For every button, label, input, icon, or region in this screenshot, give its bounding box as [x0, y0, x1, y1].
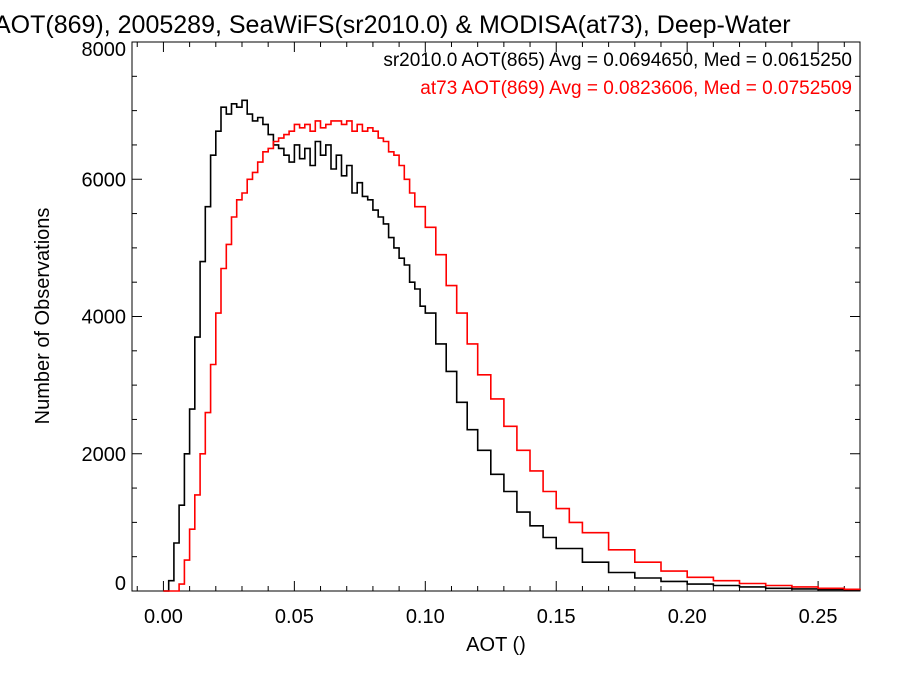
legend-entry-at73: at73 AOT(869) Avg = 0.0823606, Med = 0.0… [420, 78, 852, 99]
series-at73-histogram [163, 120, 861, 592]
axis-ticks [132, 41, 860, 592]
axis-tick-labels: 0.00 0.05 0.10 0.15 0.20 0.25 0 2000 4000 6000 800… [82, 39, 838, 628]
x-tick-label: 0.00 [144, 606, 183, 628]
y-tick-label: 0 [115, 573, 126, 595]
y-tick-label: 8000 [82, 39, 127, 61]
y-tick-label: 4000 [82, 307, 127, 329]
series-sr2010-histogram [163, 99, 861, 592]
chart-title: AOT(869), 2005289, SeaWiFS(sr2010.0) & M… [0, 11, 791, 39]
legend-entry-sr2010: sr2010.0 AOT(865) Avg = 0.0694650, Med =… [383, 50, 852, 71]
x-axis-label: AOT () [466, 634, 526, 656]
x-tick-label: 0.15 [537, 606, 576, 628]
series-layer [163, 99, 861, 592]
x-tick-label: 0.25 [799, 606, 838, 628]
y-axis-label: Number of Observations [32, 208, 54, 425]
plot-frame [131, 41, 861, 592]
y-tick-label: 2000 [82, 444, 127, 466]
x-tick-label: 0.20 [668, 606, 707, 628]
x-tick-label: 0.05 [275, 606, 314, 628]
y-tick-label: 6000 [82, 169, 127, 191]
x-tick-label: 0.10 [406, 606, 445, 628]
